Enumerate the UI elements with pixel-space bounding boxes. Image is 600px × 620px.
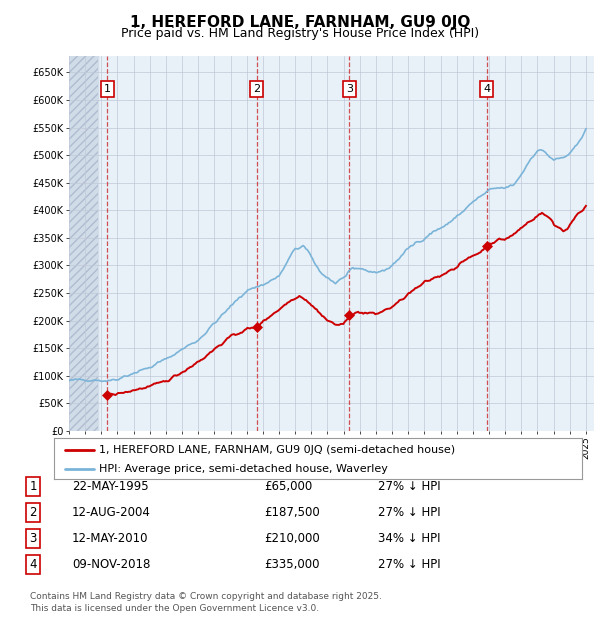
Text: £187,500: £187,500 [264, 507, 320, 519]
Text: This data is licensed under the Open Government Licence v3.0.: This data is licensed under the Open Gov… [30, 603, 319, 613]
Text: 3: 3 [29, 533, 37, 545]
Text: 34% ↓ HPI: 34% ↓ HPI [378, 533, 440, 545]
Text: £210,000: £210,000 [264, 533, 320, 545]
Text: 4: 4 [29, 559, 37, 571]
Text: 1: 1 [104, 84, 111, 94]
Text: Price paid vs. HM Land Registry's House Price Index (HPI): Price paid vs. HM Land Registry's House … [121, 27, 479, 40]
Text: 22-MAY-1995: 22-MAY-1995 [72, 480, 149, 493]
Text: 27% ↓ HPI: 27% ↓ HPI [378, 559, 440, 571]
Text: £335,000: £335,000 [264, 559, 320, 571]
Text: 1, HEREFORD LANE, FARNHAM, GU9 0JQ (semi-detached house): 1, HEREFORD LANE, FARNHAM, GU9 0JQ (semi… [99, 445, 455, 454]
Text: 12-MAY-2010: 12-MAY-2010 [72, 533, 149, 545]
Text: 2: 2 [253, 84, 260, 94]
Text: HPI: Average price, semi-detached house, Waverley: HPI: Average price, semi-detached house,… [99, 464, 388, 474]
Text: 2: 2 [29, 507, 37, 519]
Text: 27% ↓ HPI: 27% ↓ HPI [378, 480, 440, 493]
Text: 1, HEREFORD LANE, FARNHAM, GU9 0JQ: 1, HEREFORD LANE, FARNHAM, GU9 0JQ [130, 16, 470, 30]
Text: 09-NOV-2018: 09-NOV-2018 [72, 559, 151, 571]
Text: £65,000: £65,000 [264, 480, 312, 493]
Text: 3: 3 [346, 84, 353, 94]
Text: 1: 1 [29, 480, 37, 493]
Bar [69, 56, 98, 431]
Text: Contains HM Land Registry data © Crown copyright and database right 2025.: Contains HM Land Registry data © Crown c… [30, 592, 382, 601]
Bar [69, 56, 98, 431]
Text: 4: 4 [483, 84, 490, 94]
Text: 12-AUG-2004: 12-AUG-2004 [72, 507, 151, 519]
Text: 27% ↓ HPI: 27% ↓ HPI [378, 507, 440, 519]
